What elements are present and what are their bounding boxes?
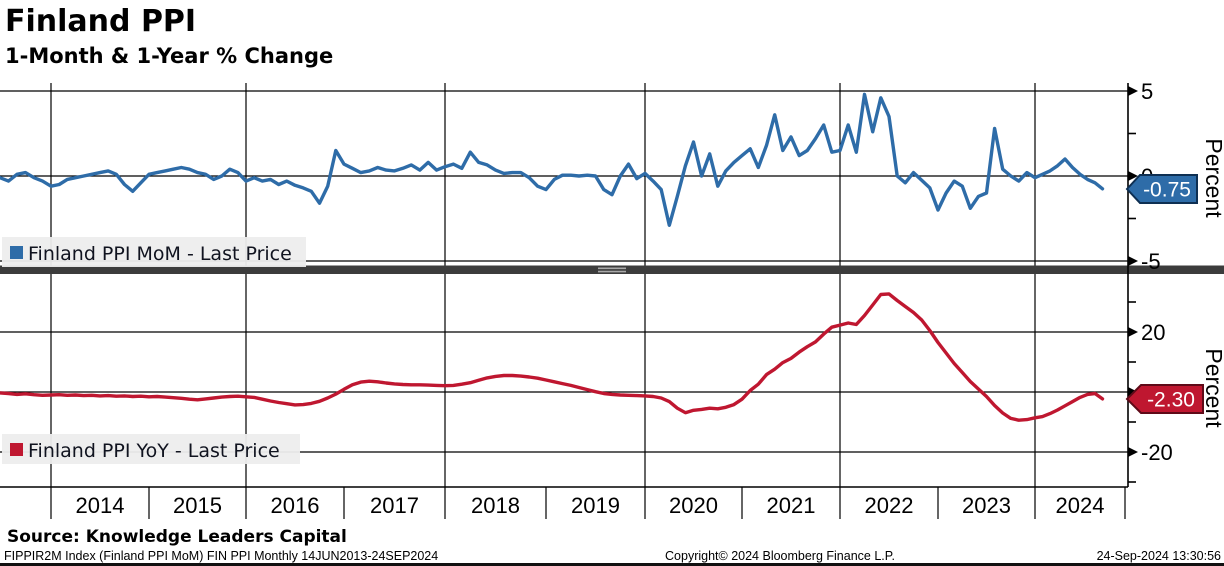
y-tick-label: 20 — [1141, 320, 1165, 345]
timestamp: 24-Sep-2024 13:30:56 — [1096, 549, 1221, 563]
bottom-axis-title: Percent — [1201, 348, 1224, 428]
mom-last-price-value: -0.75 — [1143, 179, 1191, 202]
ticker-info: FIPPIR2M Index (Finland PPI MoM) FIN PPI… — [4, 549, 439, 563]
x-axis-year-label: 2018 — [471, 493, 520, 518]
panel-divider[interactable] — [0, 265, 1224, 275]
axes — [0, 83, 1138, 519]
x-axis-year-label: 2014 — [76, 493, 125, 518]
legend-mom[interactable]: Finland PPI MoM - Last Price — [2, 237, 306, 267]
copyright-notice: Copyright© 2024 Bloomberg Finance L.P. — [665, 549, 895, 563]
yoy-last-price-value: -2.30 — [1147, 389, 1195, 412]
mom-line — [0, 92, 1105, 227]
chart-subtitle: 1-Month & 1-Year % Change — [5, 44, 334, 68]
x-axis-year-label: 2016 — [271, 493, 320, 518]
source-credit: Source: Knowledge Leaders Capital — [7, 527, 347, 547]
yoy-line — [0, 292, 1105, 422]
axis-tick-arrow-icon — [1128, 447, 1138, 457]
axis-tick-arrow-icon — [1128, 327, 1138, 337]
x-axis-year-label: 2019 — [571, 493, 620, 518]
legend-swatch-mom — [10, 246, 23, 259]
window-bottom-edge — [0, 563, 1224, 566]
page-title: Finland PPI — [5, 4, 197, 39]
y-tick-label: -5 — [1141, 249, 1161, 274]
x-axis-year-label: 2020 — [669, 493, 718, 518]
x-axis-year-label: 2023 — [962, 493, 1011, 518]
gridlines — [0, 83, 1128, 487]
series-lines — [0, 92, 1105, 422]
legend-label-mom: Finland PPI MoM - Last Price — [28, 243, 292, 265]
y-tick-label: 5 — [1141, 79, 1153, 104]
x-axis-year-label: 2024 — [1056, 493, 1105, 518]
axis-tick-arrow-icon — [1128, 86, 1138, 96]
panel-divider-grip-icon[interactable] — [598, 267, 626, 273]
x-axis-year-label: 2015 — [173, 493, 222, 518]
last-price-badge-yoy: -2.30 — [1125, 384, 1204, 414]
legend-label-yoy: Finland PPI YoY - Last Price — [28, 440, 280, 462]
legend-yoy[interactable]: Finland PPI YoY - Last Price — [2, 434, 300, 464]
top-axis-title: Percent — [1201, 138, 1224, 218]
y-tick-label: -20 — [1141, 440, 1173, 465]
axis-labels: 50-5200-20201420152016201720182019202020… — [76, 79, 1173, 518]
x-axis-year-label: 2022 — [865, 493, 914, 518]
last-price-badge-mom: -0.75 — [1125, 174, 1198, 204]
axis-tick-arrow-icon — [1128, 171, 1138, 181]
axis-tick-arrow-icon — [1128, 256, 1138, 266]
legend-swatch-yoy — [10, 443, 23, 456]
x-axis-year-label: 2021 — [767, 493, 816, 518]
x-axis-year-label: 2017 — [370, 493, 419, 518]
